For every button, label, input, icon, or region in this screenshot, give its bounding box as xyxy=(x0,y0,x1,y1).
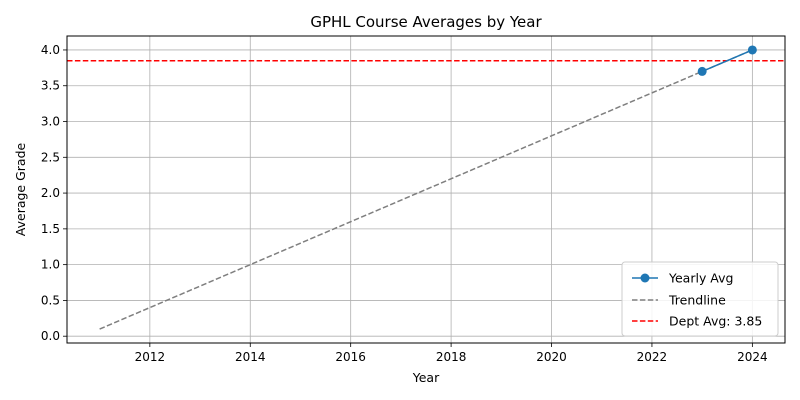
y-tick-label: 1.0 xyxy=(41,258,60,272)
legend-label-dept-avg: Dept Avg: 3.85 xyxy=(669,314,762,329)
y-tick-label: 4.0 xyxy=(41,43,60,57)
y-axis-label: Average Grade xyxy=(13,142,28,236)
plot-data xyxy=(67,45,785,330)
legend-marker-yearly-avg xyxy=(640,273,650,283)
legend: Yearly Avg Trendline Dept Avg: 3.85 xyxy=(621,261,779,337)
legend-box xyxy=(621,261,779,337)
x-tick-label: 2024 xyxy=(737,350,768,364)
y-tick-label: 2.5 xyxy=(41,150,60,164)
yearly-avg-point xyxy=(747,45,757,55)
y-tick-label: 2.0 xyxy=(41,186,60,200)
x-tick-label: 2022 xyxy=(637,350,668,364)
yearly-avg-line xyxy=(701,49,753,73)
x-tick-label: 2014 xyxy=(235,350,266,364)
x-tick-label: 2012 xyxy=(135,350,166,364)
x-tick-label: 2020 xyxy=(536,350,567,364)
y-tick-label: 0.5 xyxy=(41,293,60,307)
y-tick-label: 1.5 xyxy=(41,222,60,236)
y-tick-label: 0.0 xyxy=(41,329,60,343)
plot-frame xyxy=(66,35,786,344)
y-tick-label: 3.0 xyxy=(41,115,60,129)
legend-label-yearly-avg: Yearly Avg xyxy=(668,271,733,286)
x-tick-label: 2018 xyxy=(436,350,467,364)
axis-ticks: 2012 2014 2016 2018 2020 2022 2024 0.0 0.5 1.0 1.5… xyxy=(41,43,768,364)
y-tick-label: 3.5 xyxy=(41,79,60,93)
x-axis-label: Year xyxy=(412,370,440,385)
yearly-avg-point xyxy=(697,66,707,76)
legend-label-trendline: Trendline xyxy=(668,293,726,308)
chart-title: GPHL Course Averages by Year xyxy=(310,13,542,31)
x-tick-label: 2016 xyxy=(335,350,366,364)
